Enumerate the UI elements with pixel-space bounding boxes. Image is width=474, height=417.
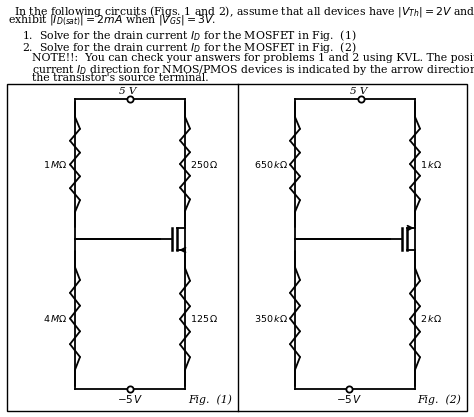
Text: In the following circuits (Figs. 1 and 2), assume that all devices have $|V_{Th}: In the following circuits (Figs. 1 and 2… (14, 4, 474, 19)
Text: Fig.  (1): Fig. (1) (188, 394, 232, 405)
Text: $4\,M\Omega$: $4\,M\Omega$ (44, 313, 68, 324)
Text: $2\,k\Omega$: $2\,k\Omega$ (420, 314, 442, 324)
Text: $125\,\Omega$: $125\,\Omega$ (190, 314, 219, 324)
Text: the transistor's source terminal.: the transistor's source terminal. (32, 73, 209, 83)
Text: $1\,k\Omega$: $1\,k\Omega$ (420, 158, 442, 169)
Text: $-5\,V$: $-5\,V$ (117, 393, 143, 405)
Text: $250\,\Omega$: $250\,\Omega$ (190, 158, 219, 169)
Text: current $I_D$ direction for NMOS/PMOS devices is indicated by the arrow directio: current $I_D$ direction for NMOS/PMOS de… (32, 63, 474, 77)
Text: 5 V: 5 V (119, 87, 137, 96)
Text: exhibit $|I_{D(sat)}| = 2mA$ when $|V_{GS}| = 3V$.: exhibit $|I_{D(sat)}| = 2mA$ when $|V_{G… (8, 14, 216, 28)
Text: 2.  Solve for the drain current $I_D$ for the MOSFET in Fig.  (2): 2. Solve for the drain current $I_D$ for… (22, 40, 356, 55)
Text: $1\,M\Omega$: $1\,M\Omega$ (44, 159, 68, 170)
Text: 5 V: 5 V (350, 87, 368, 96)
Text: $350\,k\Omega$: $350\,k\Omega$ (254, 313, 288, 324)
Text: 1.  Solve for the drain current $I_D$ for the MOSFET in Fig.  (1): 1. Solve for the drain current $I_D$ for… (22, 28, 356, 43)
Text: $650\,k\Omega$: $650\,k\Omega$ (254, 159, 288, 170)
Bar (7, 84, 467, 411)
Text: NOTE!!:  You can check your answers for problems 1 and 2 using KVL. The positive: NOTE!!: You can check your answers for p… (32, 53, 474, 63)
Text: $-5\,V$: $-5\,V$ (336, 393, 362, 405)
Text: Fig.  (2): Fig. (2) (417, 394, 461, 405)
